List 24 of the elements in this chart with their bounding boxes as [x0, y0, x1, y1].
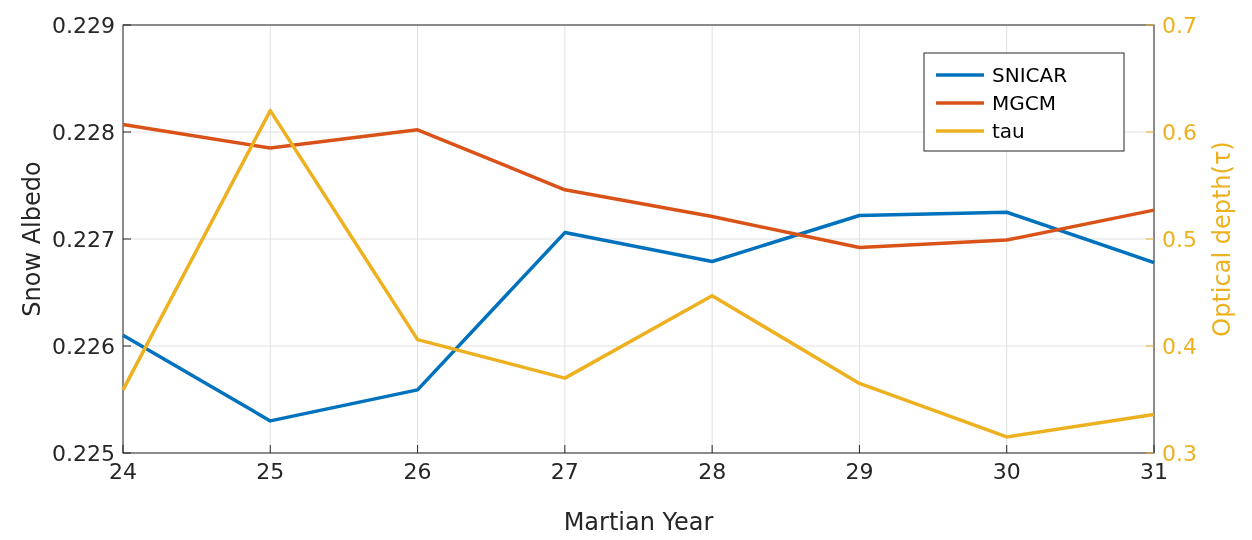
y-tick-label: 0.228 [52, 119, 115, 145]
y2-tick-label: 0.3 [1162, 440, 1197, 466]
y2-tick-label: 0.7 [1162, 12, 1197, 38]
x-tick-label: 26 [403, 459, 432, 484]
y-tick-label: 0.227 [52, 226, 115, 252]
y2-tick-label: 0.4 [1162, 333, 1197, 359]
y-tick-label: 0.229 [52, 12, 115, 38]
line-series [121, 122, 1156, 250]
x-tick-label: 25 [256, 459, 285, 484]
y2-tick-label: 0.5 [1162, 226, 1197, 252]
y2-axis-title: Optical depth(τ) [1208, 141, 1236, 337]
x-tick-label: 28 [698, 459, 727, 484]
line-series [121, 108, 1156, 439]
y-axis-title: Snow Albedo [18, 161, 46, 317]
legend-label: MGCM [992, 91, 1056, 115]
y2-tick-label: 0.6 [1162, 119, 1197, 145]
legend-label: SNICAR [992, 63, 1068, 87]
x-tick-label: 27 [550, 459, 579, 484]
legend-label: tau [992, 119, 1025, 143]
x-tick-label: 30 [992, 459, 1021, 484]
x-tick-label: 29 [845, 459, 874, 484]
line-series [121, 210, 1156, 423]
y-tick-label: 0.226 [52, 333, 115, 359]
x-axis-title: Martian Year [563, 508, 714, 536]
